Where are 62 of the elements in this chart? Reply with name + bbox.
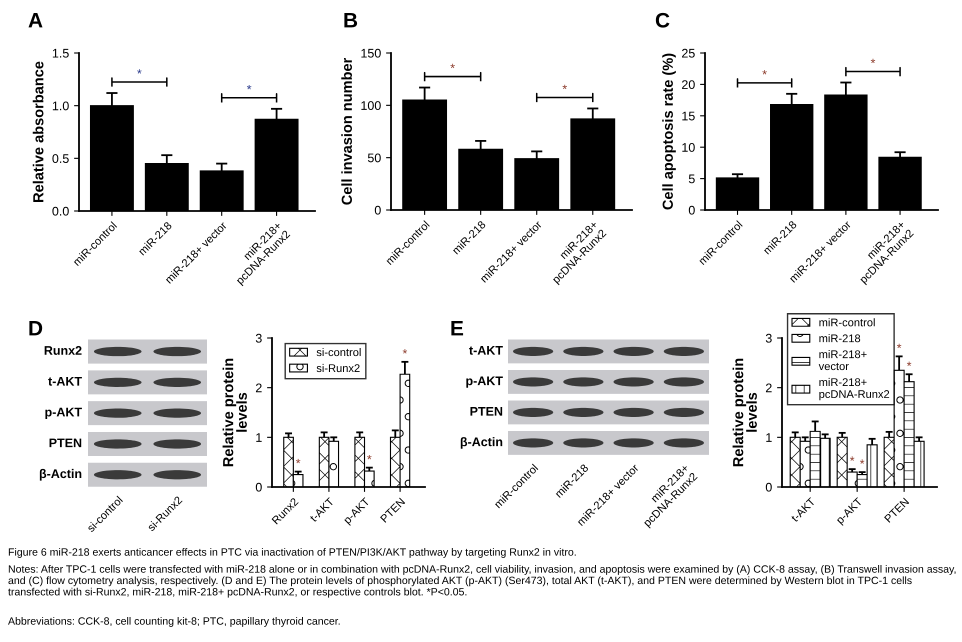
y-tick-label: 50 [368,153,381,162]
y-tick-label: 150 [361,48,381,58]
annotation: * [137,69,142,74]
legend-label: miR-control [819,318,875,326]
y-tick-label: 0 [688,206,695,215]
y-tick-label: 25 [682,48,695,58]
y-axis-title: Cell apoptosis rate (%) [662,54,676,210]
legend-label: si-control [316,348,361,356]
data-label: * [367,454,372,460]
y-axis-title: Relative protein levels [222,358,247,466]
y-tick-label: 0 [766,482,772,492]
data-label: * [296,458,300,464]
y-axis-title: Cell invasion number [341,58,352,205]
y-tick-label: 10 [682,143,695,152]
y-tick-label: 3 [766,334,772,343]
annotation: * [762,70,767,74]
text: Abbreviations: CCK-8, cell counting kit-8; PTC, papillary thyroid cancer. [8,617,340,627]
category-label: p-AKT [466,376,503,388]
y-tick-label: 2 [256,383,262,392]
annotation: * [562,84,567,90]
category-label: β-Actin [40,468,82,481]
y-tick-label: 1.5 [52,48,69,58]
data-label: * [850,456,854,461]
y-tick-label: 100 [361,101,381,110]
y-tick-label: 1.0 [52,101,69,110]
chart-title: B [344,13,358,28]
y-tick-label: 5 [688,174,695,184]
y-tick-label: 2 [766,383,772,392]
data-label: * [906,362,912,366]
y-axis-title: Relative protein levels [732,358,757,466]
data-label: * [896,344,902,348]
data-label: * [860,459,864,464]
y-tick-label: 0 [374,206,381,215]
text: Notes: After TPC-1 cells were transfected with miR-218 alone or in combination with pcDNA-Runx2, cell viability, invasion, and apoptosis were examined by (A) CCK-8 assay, (B) Transwell invasion assay, and (C) flow cytometry analysis, respectively. (D and E) The protein levels of phosphorylated AKT (p-AKT) (Ser473), total AKT (t-AKT), and PTEN were determined by Western blot in TPC-1 cells transfected with si-Runx2, miR-218, miR-218+ pcDNA-Runx2, or respective controls blot. *P<0.05. [8,565,956,598]
y-tick-label: 0 [256,482,262,492]
chart-title: C [656,12,670,28]
category-label: PTEN [50,438,82,448]
category-label: t-AKT [469,346,503,355]
category-label: Runx2 [44,346,82,355]
annotation: * [246,84,252,90]
annotation: * [450,64,455,68]
legend-label: si-Runx2 [316,364,360,372]
data-label: * [402,349,408,354]
legend-label: miR-218+ pcDNA-Runx2 [819,378,890,400]
text: E [451,321,464,336]
category-label: p-AKT [45,408,82,419]
category-label: t-AKT [48,376,82,386]
category-label: β-Actin [460,437,502,449]
caption: Figure 6 miR-218 exerts anticancer effects in PTC via inactivation of PTEN/PI3K/AKT pathway by targeting Runx2 in vitro. [8,548,576,558]
y-tick-label: 1 [256,433,262,442]
y-tick-label: 3 [256,334,262,343]
y-tick-label: 15 [682,112,695,120]
y-tick-label: 0.0 [52,206,69,216]
legend-label: miR-218 [819,334,860,342]
y-axis-title: Relative absorbance [32,62,44,202]
text: D [29,321,42,336]
y-tick-label: 1 [766,433,772,442]
category-label: PTEN [470,407,502,416]
y-tick-label: 0.5 [52,154,69,163]
annotation: * [870,58,876,64]
chart-title: A [28,13,42,28]
y-tick-label: 20 [682,80,695,90]
